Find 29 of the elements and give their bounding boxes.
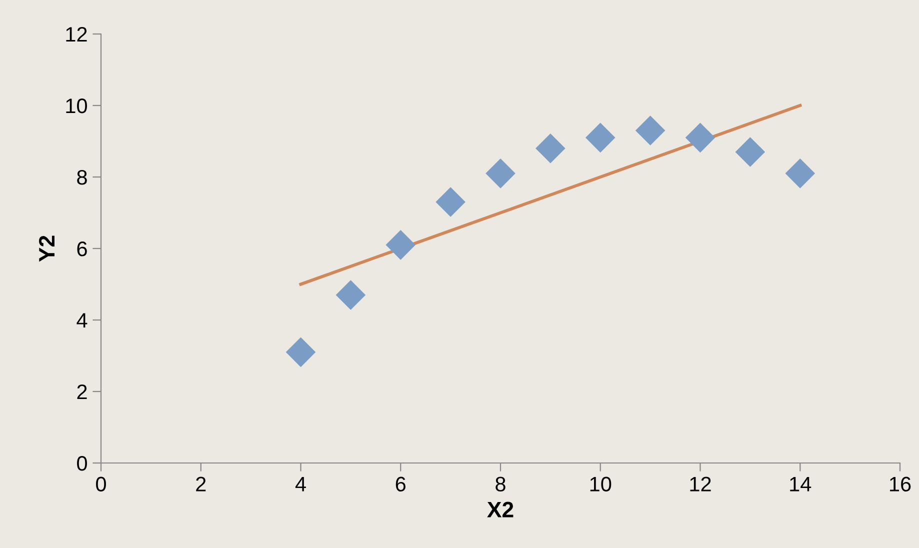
x-tick-label: 14 <box>790 476 812 492</box>
point <box>486 158 516 188</box>
y-tick-label: 10 <box>66 98 87 114</box>
x-tick-label: 12 <box>690 476 711 492</box>
point <box>536 134 566 164</box>
point <box>735 137 766 167</box>
x-tick-label: 6 <box>396 476 406 492</box>
x-tick-label: 10 <box>590 476 612 492</box>
point <box>286 337 316 368</box>
y-tick-label: 8 <box>77 170 87 185</box>
x-axis-title: X2 <box>487 502 514 518</box>
x-tick-label: 8 <box>496 476 506 492</box>
y-tick-label: 0 <box>77 456 87 471</box>
x-tick-label: 16 <box>890 476 911 492</box>
y-tick-label: 4 <box>76 313 88 328</box>
point <box>386 230 416 260</box>
point <box>685 122 716 153</box>
x-tick-label: 0 <box>96 476 106 492</box>
point <box>585 122 616 153</box>
y-axis-title: Y2 <box>38 236 54 262</box>
x-tick-label: 2 <box>196 476 206 492</box>
x-tick-label: 4 <box>295 476 306 492</box>
point <box>785 158 816 188</box>
point <box>336 280 366 310</box>
point <box>436 187 466 217</box>
y-tick-label: 6 <box>77 242 87 256</box>
point <box>635 116 666 146</box>
y-tick-label: 12 <box>66 27 87 42</box>
y-tick-label: 2 <box>77 384 87 400</box>
